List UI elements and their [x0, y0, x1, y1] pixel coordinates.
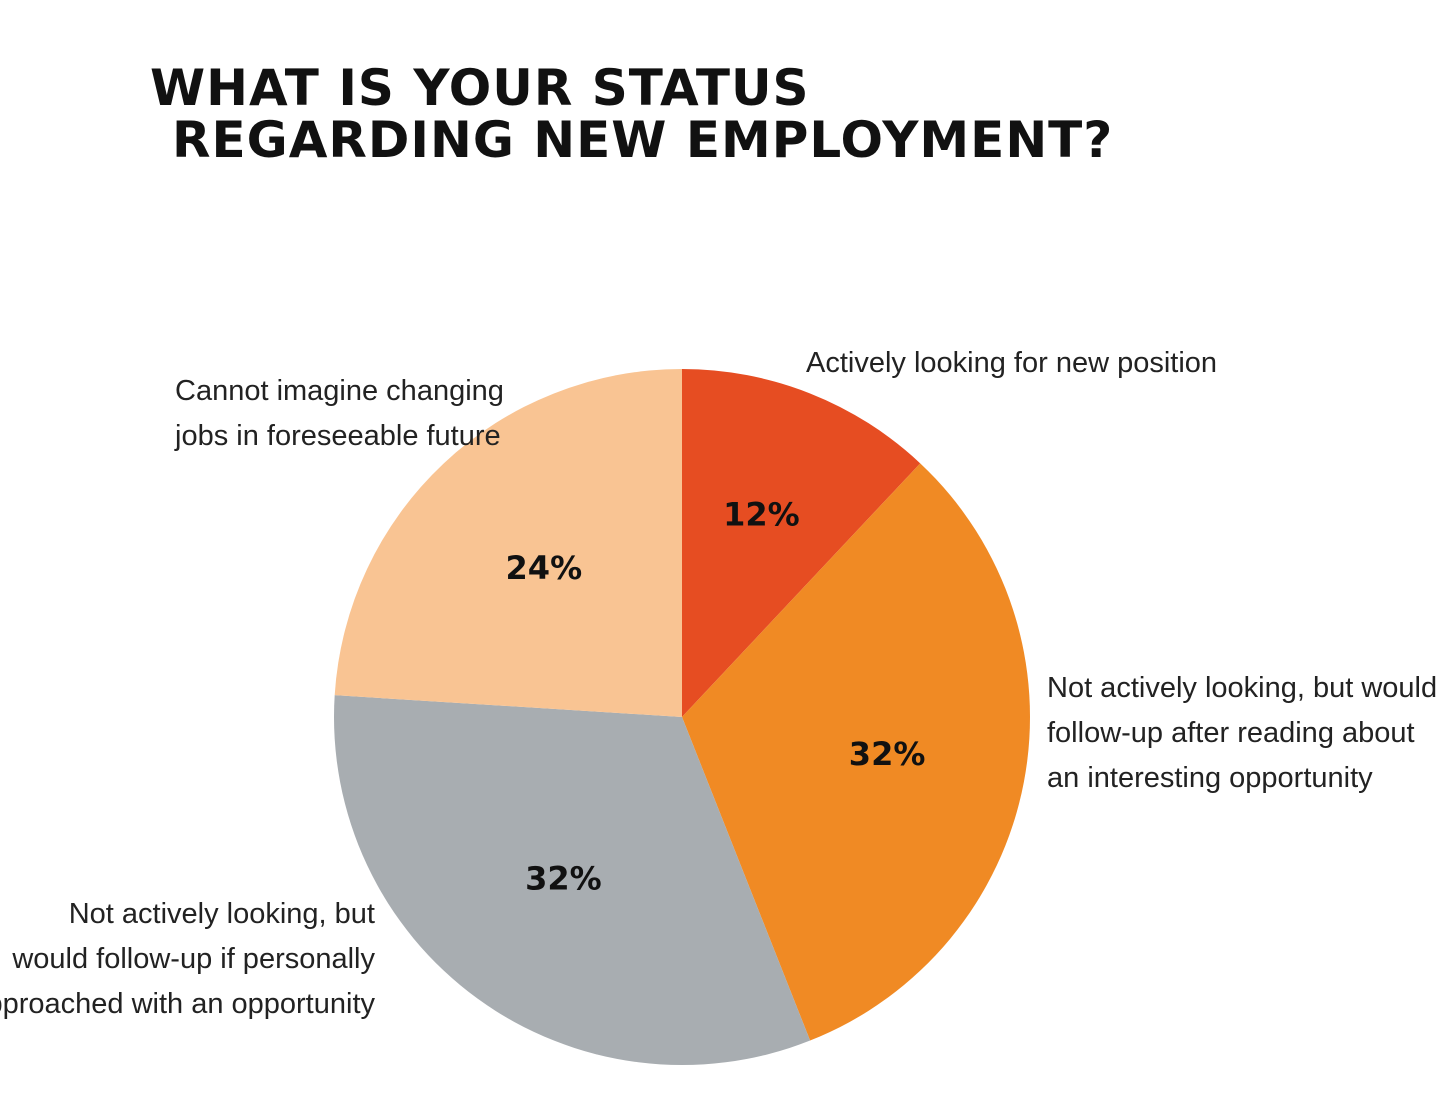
slice-value-label: 32%	[849, 735, 926, 773]
slice-category-label-line: follow-up after reading about	[1047, 717, 1415, 749]
slice-category-label: Cannot imagine changing jobs in foreseeab…	[174, 375, 504, 452]
slice-value-label: 12%	[723, 495, 800, 533]
slice-category-label-line: Not actively looking, but	[69, 898, 375, 930]
slice-value-label: 24%	[506, 549, 583, 587]
pie-slice	[334, 695, 811, 1065]
slice-category-label-line: Not actively looking, but would	[1047, 672, 1437, 704]
slice-category-label: Not actively looking, but would follow-up…	[0, 898, 375, 1020]
chart-title: WHAT IS YOUR STATUS REGARDING NEW EMPLOY…	[150, 62, 1113, 166]
slice-category-label-line: Actively looking for new position	[806, 347, 1217, 379]
slice-value-label: 32%	[525, 859, 602, 897]
slice-category-label-line: an interesting opportunity	[1047, 762, 1373, 794]
chart-title-line-2: REGARDING NEW EMPLOYMENT?	[172, 111, 1114, 169]
slice-category-label-line: approached with an opportunity	[0, 988, 375, 1020]
pie-slice	[334, 369, 682, 717]
slice-category-label-line: Cannot imagine changing	[175, 375, 504, 407]
slice-category-label-line: would follow-up if personally	[11, 943, 375, 975]
slice-category-label-line: jobs in foreseeable future	[174, 420, 501, 452]
slice-category-label: Not actively looking, but would follow-up…	[1047, 672, 1437, 794]
slice-category-label: Actively looking for new position	[806, 347, 1217, 379]
chart-title-line-1: WHAT IS YOUR STATUS	[150, 59, 810, 117]
pie-slice	[682, 463, 1030, 1041]
pie-slice	[682, 368, 921, 717]
